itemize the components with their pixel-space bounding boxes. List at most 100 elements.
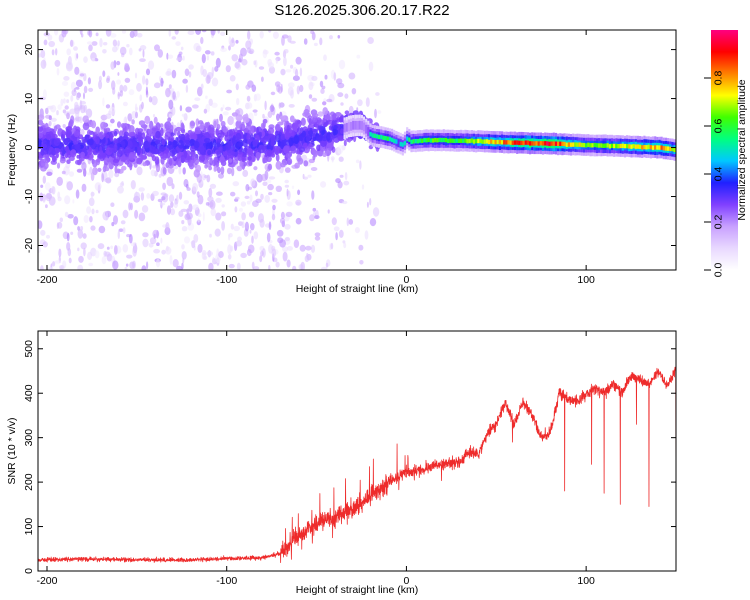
spectrogram-cell: [184, 68, 190, 77]
spectrogram-cell: [112, 260, 119, 270]
spectrogram-cell: [608, 144, 611, 149]
spectrogram-cell: [669, 146, 672, 152]
spectrogram-cell: [249, 194, 253, 202]
spectrogram-cell: [307, 130, 312, 135]
spectrogram-cell: [284, 184, 290, 188]
spectrogram-cell: [112, 39, 118, 47]
spectrogram-cell: [134, 146, 138, 153]
spectrogram-cell: [267, 183, 274, 191]
spectrogram-cell: [227, 155, 234, 160]
spectrogram-cell: [45, 182, 51, 191]
spectrogram-cell: [258, 131, 263, 137]
spectrogram-cell: [86, 206, 92, 214]
spectrogram-cell: [270, 91, 276, 96]
spectrogram-cell: [274, 130, 279, 137]
spectrogram-cell: [117, 72, 120, 76]
spectrogram-cell: [221, 211, 227, 217]
spectrogram-cell: [66, 48, 71, 56]
spectrogram-cell: [198, 156, 205, 163]
spectrogram-cell: [56, 110, 59, 116]
spectrogram-cell: [141, 265, 147, 270]
spectrogram-cell: [202, 211, 205, 222]
spectrogram-cell: [140, 155, 147, 160]
spectrogram-cell: [574, 142, 577, 147]
spectrogram-cell: [268, 192, 273, 196]
spectrogram-cell: [330, 242, 334, 250]
spectrogram-cell: [526, 140, 529, 145]
spectrogram-cell: [165, 87, 171, 98]
spectrogram-cell: [38, 246, 42, 254]
spectrogram-cell: [122, 85, 128, 92]
spectrogram-cell: [503, 140, 506, 145]
x-tick-label: 0: [404, 274, 410, 286]
spectrogram-cell: [164, 121, 172, 130]
spectrogram-cell: [118, 130, 124, 137]
spectrogram-cell: [200, 83, 204, 90]
spectrogram-cell: [66, 159, 71, 164]
spectrogram-cell: [520, 140, 523, 146]
spectrogram-cell: [275, 185, 282, 192]
spectrogram-cell: [374, 108, 377, 119]
spectrogram-cell: [567, 142, 570, 147]
spectrogram-cell: [38, 220, 43, 229]
spectrogram-cell: [537, 141, 540, 146]
spectrogram-cell: [137, 146, 141, 156]
spectrogram-cell: [332, 113, 337, 121]
spectrogram-cell: [175, 41, 181, 46]
spectrogram-cell: [87, 172, 91, 176]
spectrogram-cell: [276, 113, 280, 121]
spectrogram-cell: [310, 244, 316, 253]
spectrogram-cell: [52, 261, 56, 267]
spectrogram-cell: [366, 201, 369, 208]
spectrogram-cell: [335, 178, 341, 184]
colorbar: 0.0 0.2 0.4 0.6 0.8 Normalized spectral ampl…: [704, 30, 748, 277]
spectrogram-cell: [378, 134, 381, 140]
spectrogram-cell: [113, 143, 118, 153]
spectrogram-cell: [208, 124, 215, 134]
spectrogram-cell: [561, 141, 564, 146]
spectrogram-cell: [190, 240, 196, 245]
spectrogram-cell: [170, 132, 175, 137]
spectrogram-cell: [253, 111, 258, 117]
spectrogram-cell: [388, 136, 391, 142]
spectrogram-cell: [87, 138, 94, 146]
spectrogram-cell: [641, 145, 644, 150]
spectrogram-cell: [261, 173, 268, 182]
spectrogram-cell: [258, 144, 265, 154]
spectrogram-cell: [91, 208, 95, 215]
spectrogram-cell: [126, 254, 133, 259]
spectrogram-cell: [235, 196, 240, 200]
spectrogram-cell: [343, 140, 347, 147]
spectrogram-cell: [245, 84, 251, 90]
spectrogram-cell: [248, 48, 255, 55]
spectrogram-cell: [139, 58, 146, 62]
spectrogram-cell: [241, 212, 246, 221]
spectrogram-cell: [70, 231, 74, 235]
spectrogram-cell: [319, 37, 323, 46]
spectrogram-cell: [145, 78, 149, 86]
spectrogram-cell: [113, 138, 117, 144]
spectrogram-cell: [170, 124, 174, 133]
spectrogram-cell: [145, 68, 151, 76]
spectrogram-cell: [326, 133, 331, 142]
spectrogram-cell: [472, 139, 476, 144]
spectrogram-cell: [176, 57, 183, 61]
spectrogram-cell: [204, 164, 208, 169]
spectrogram-cell: [268, 176, 276, 180]
spectrogram-cell: [168, 194, 175, 203]
spectrogram-cell: [136, 32, 143, 38]
spectrogram-cell: [128, 125, 135, 134]
spectrogram-cell: [134, 72, 138, 79]
spectrogram-cell: [121, 165, 127, 171]
spectrogram-cell: [279, 141, 285, 150]
spectrogram-cell: [38, 114, 45, 121]
spectrogram-cell: [90, 225, 96, 231]
spectrogram-cell: [146, 193, 151, 199]
spectrogram-cell: [226, 89, 233, 94]
spectrogram-cell: [177, 160, 182, 168]
spectrogram-cell: [109, 134, 114, 142]
spectrogram-cell: [310, 167, 318, 171]
spectrogram-cell: [233, 225, 241, 232]
spectrogram-cell: [102, 49, 107, 54]
spectrogram-cell: [462, 138, 465, 143]
